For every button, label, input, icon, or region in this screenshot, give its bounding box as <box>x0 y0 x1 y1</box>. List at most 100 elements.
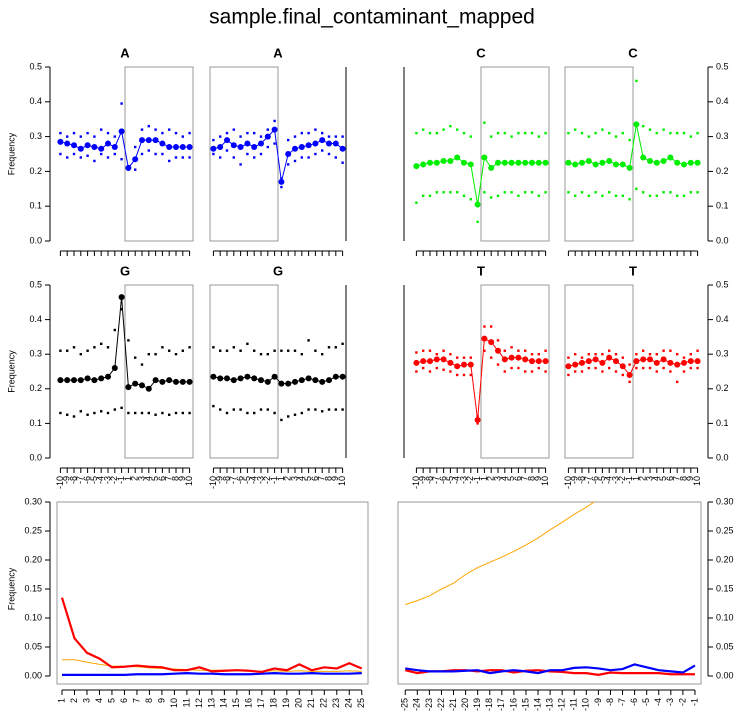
upper-dot <box>300 353 303 356</box>
y-tick-label: 0.30 <box>24 496 42 506</box>
series-line <box>61 671 362 676</box>
x-tick-label: -8 <box>576 476 586 484</box>
upper-dot <box>307 339 310 342</box>
x-tick-label: 5 <box>150 476 160 481</box>
upper-dot <box>86 131 89 135</box>
lower-dot <box>594 191 597 194</box>
mean-dot <box>251 375 258 382</box>
mean-dot <box>572 361 579 368</box>
lower-dot <box>188 156 191 159</box>
mean-dot <box>535 358 542 365</box>
upper-dot <box>524 349 527 352</box>
lower-dot <box>574 194 577 197</box>
lower-dot <box>246 411 249 415</box>
lower-dot <box>259 408 263 411</box>
x-tick-label: 3 <box>289 476 299 481</box>
upper-dot <box>134 356 137 359</box>
panel-title: T <box>629 263 637 278</box>
lower-dot <box>280 418 283 422</box>
x-tick-label: 17 <box>256 698 266 708</box>
lower-dot <box>517 366 520 370</box>
x-tick-label: 9 <box>330 476 340 481</box>
lower-dot <box>608 191 611 194</box>
upper-dot <box>212 138 215 142</box>
lower-dot <box>435 366 438 370</box>
lower-dot <box>113 408 116 411</box>
upper-dot <box>587 135 590 138</box>
upper-dot <box>621 356 624 359</box>
x-tick-label: 8 <box>678 476 688 481</box>
x-tick-label: 10 <box>540 476 550 486</box>
x-tick-label: 9 <box>177 476 187 481</box>
lower-dot <box>66 156 69 159</box>
upper-dot <box>544 349 547 352</box>
mean-dot <box>579 359 585 366</box>
y-tick-label: 0.20 <box>716 554 734 564</box>
mean-dot <box>237 144 244 151</box>
mean-dot <box>105 373 111 380</box>
upper-dot <box>696 349 699 352</box>
x-tick-label: 20 <box>294 698 304 708</box>
lower-dot <box>147 411 150 415</box>
upper-dot <box>100 342 103 346</box>
y-tick-label: 0.3 <box>716 349 729 359</box>
mean-dot <box>339 145 346 152</box>
upper-dot <box>449 124 452 128</box>
upper-dot <box>246 342 249 346</box>
lower-dot <box>449 191 452 194</box>
mean-dot <box>64 140 71 147</box>
mean-dot <box>312 377 319 384</box>
mean-dot <box>599 359 606 366</box>
x-tick-label: -1 <box>472 476 482 484</box>
upper-dot <box>442 128 445 131</box>
mean-dot <box>508 354 515 361</box>
x-tick-label: 1 <box>56 698 66 703</box>
lower-dot <box>246 152 249 156</box>
lower-dot <box>273 411 276 415</box>
lower-dot <box>524 191 527 194</box>
chart-title: sample.final_contaminant_mapped <box>209 6 535 29</box>
lower-dot <box>232 408 235 411</box>
upper-dot <box>93 135 96 138</box>
upper-dot <box>510 346 513 349</box>
x-tick-label: 4 <box>94 698 104 703</box>
upper-dot <box>496 339 500 342</box>
lower-dot <box>594 366 597 370</box>
lower-dot <box>334 408 337 411</box>
lower-dot <box>676 194 679 197</box>
upper-dot <box>168 349 171 352</box>
mean-dot <box>77 377 84 384</box>
upper-dot <box>530 131 534 135</box>
upper-dot <box>635 79 638 83</box>
upper-dot <box>544 131 547 135</box>
x-tick-label: 7 <box>164 476 174 481</box>
x-tick-label: -7 <box>228 476 238 484</box>
mean-dot <box>258 377 264 384</box>
mean-dot <box>305 375 312 382</box>
mean-dot <box>529 159 535 166</box>
upper-dot <box>134 145 137 149</box>
y-tick-label: 0.4 <box>716 314 729 324</box>
upper-dot <box>106 131 110 135</box>
x-tick-label: -5 <box>89 476 99 484</box>
y-tick-label: 0.25 <box>716 525 734 535</box>
lower-dot <box>635 366 638 370</box>
x-tick-label: -11 <box>569 698 579 710</box>
upper-dot <box>621 131 624 135</box>
lower-dot <box>266 408 269 411</box>
lower-dot <box>100 152 103 156</box>
upper-dot <box>140 363 144 366</box>
mean-dot <box>118 128 125 135</box>
upper-dot <box>614 353 618 356</box>
x-tick-label: 1 <box>631 476 641 481</box>
upper-dot <box>287 349 290 352</box>
y-tick-label: 0.1 <box>716 201 729 211</box>
upper-dot <box>334 135 337 138</box>
x-tick-label: -10 <box>411 476 421 489</box>
mean-dot <box>660 356 667 363</box>
mean-dot <box>271 373 278 380</box>
lower-dot <box>669 191 672 194</box>
upper-dot <box>219 349 222 352</box>
lower-dot <box>154 413 157 416</box>
upper-dot <box>93 346 96 349</box>
